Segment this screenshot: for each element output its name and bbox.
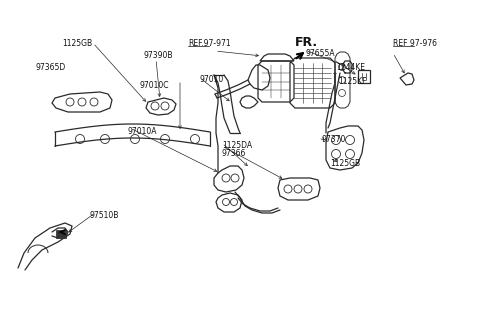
Text: 97390B: 97390B [143, 51, 172, 60]
Text: 1125KF: 1125KF [338, 76, 367, 86]
Text: 97010: 97010 [200, 75, 224, 85]
Text: 97370: 97370 [322, 135, 347, 145]
Text: 97365D: 97365D [35, 64, 65, 72]
Text: 1125GB: 1125GB [330, 158, 360, 168]
Text: 97010A: 97010A [128, 128, 157, 136]
Text: 1125GB: 1125GB [62, 38, 92, 48]
Text: FR.: FR. [295, 36, 318, 50]
Text: 1125DA: 1125DA [222, 140, 252, 150]
Text: REF 97-976: REF 97-976 [393, 38, 437, 48]
Bar [56, 230, 66, 238]
Text: 97510B: 97510B [90, 212, 120, 220]
Text: 97366: 97366 [222, 149, 246, 157]
Text: 1244KE: 1244KE [336, 64, 365, 72]
Text: REF.97-971: REF.97-971 [188, 38, 230, 48]
Text: 97010C: 97010C [140, 80, 169, 90]
Text: 97655A: 97655A [305, 49, 335, 57]
